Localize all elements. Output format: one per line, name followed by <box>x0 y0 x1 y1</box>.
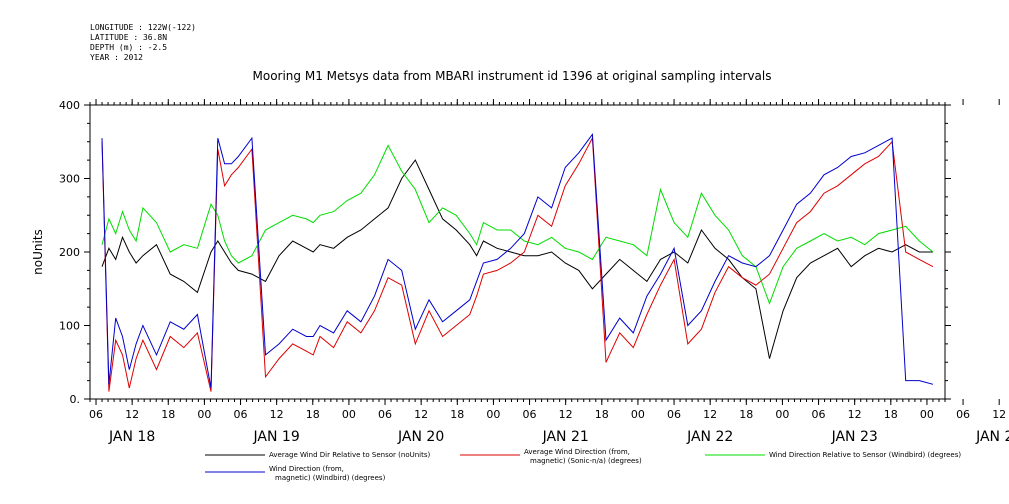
x-day-label: JAN 20 <box>397 429 444 445</box>
x-tick-label: 12 <box>559 408 573 421</box>
legend-label-4-cont: magnetic) (Windbird) (degrees) <box>275 474 386 482</box>
y-tick-label: 0. <box>70 393 81 406</box>
x-tick-label: 18 <box>306 408 320 421</box>
legend-group: Average Wind Dir Relative to Sensor (noU… <box>205 448 961 482</box>
legend-label-4: Wind Direction (from, <box>269 465 344 473</box>
y-axis-label: noUnits <box>31 229 45 275</box>
x-tick-label: 18 <box>595 408 609 421</box>
x-tick-label: 00 <box>920 408 934 421</box>
x-tick-label: 06 <box>234 408 248 421</box>
x-tick-label: 00 <box>342 408 356 421</box>
legend-label-2: Average Wind Direction (from, <box>524 448 630 456</box>
series-line-1 <box>101 159 933 359</box>
y-tick-label: 100 <box>59 320 80 333</box>
x-day-label: JAN 21 <box>542 429 589 445</box>
x-tick-label: 12 <box>848 408 862 421</box>
chart-title: Mooring M1 Metsys data from MBARI instru… <box>253 69 772 83</box>
x-tick-label: 00 <box>197 408 211 421</box>
y-tick-label: 200 <box>59 246 80 259</box>
meta-depth: DEPTH (m) : -2.5 <box>90 43 167 52</box>
x-tick-label: 06 <box>378 408 392 421</box>
meta-year: YEAR : 2012 <box>90 53 143 62</box>
x-tick-label: 00 <box>775 408 789 421</box>
y-tick-label: 300 <box>59 173 80 186</box>
x-tick-label: 06 <box>812 408 826 421</box>
x-day-label: JAN 22 <box>686 429 733 445</box>
x-tick-label: 12 <box>125 408 139 421</box>
x-tick-label: 12 <box>270 408 284 421</box>
axes-group: 0. 100 200 300 400 06 12 18 00 06 12 18 00 06 12 18 00 06… <box>59 99 1009 445</box>
x-day-label: JAN 19 <box>253 429 300 445</box>
x-tick-label: 00 <box>486 408 500 421</box>
y-tick-label: 400 <box>59 99 80 112</box>
x-tick-label: 06 <box>523 408 537 421</box>
x-tick-label: 18 <box>739 408 753 421</box>
x-tick-label: 12 <box>703 408 717 421</box>
x-day-label: JAN 18 <box>108 429 155 445</box>
series-line-3 <box>101 144 934 305</box>
x-day-label: JAN 23 <box>831 429 878 445</box>
x-day-label: JAN 24 <box>975 429 1009 445</box>
x-tick-label: 06 <box>89 408 103 421</box>
series-group <box>101 133 934 392</box>
x-tick-label: 18 <box>884 408 898 421</box>
x-tick-label: 18 <box>161 408 175 421</box>
meta-latitude: LATITUDE : 36.8N <box>90 33 167 42</box>
x-tick-label: 12 <box>414 408 428 421</box>
x-tick-label: 06 <box>956 408 970 421</box>
x-tick-label: 06 <box>667 408 681 421</box>
meta-longitude: LONGITUDE : 122W(-122) <box>90 23 196 32</box>
x-tick-label: 18 <box>450 408 464 421</box>
legend-label-1: Average Wind Dir Relative to Sensor (noU… <box>269 451 430 459</box>
x-tick-label: 12 <box>992 408 1006 421</box>
x-tick-label: 00 <box>631 408 645 421</box>
legend-label-3: Wind Direction Relative to Sensor (Windb… <box>769 451 961 459</box>
series-line-4 <box>101 133 934 389</box>
legend-label-2-cont: magnetic) (Sonic-n/a) (degrees) <box>530 457 642 465</box>
